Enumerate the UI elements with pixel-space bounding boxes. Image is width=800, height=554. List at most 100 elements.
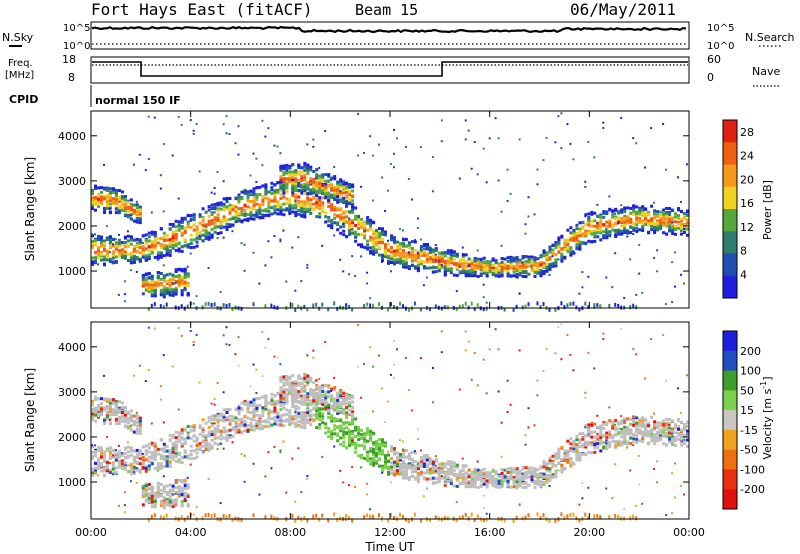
velocity-echo-cell bbox=[97, 415, 100, 419]
power-echo-cell bbox=[419, 245, 423, 249]
velocity-echo-cell bbox=[309, 388, 313, 391]
power-echo-cell bbox=[228, 211, 232, 215]
power-echo-cell bbox=[103, 262, 106, 266]
velocity-echo-cell bbox=[180, 428, 184, 432]
velocity-echo-cell bbox=[141, 489, 145, 493]
power-echo-cell bbox=[297, 179, 301, 182]
velocity-echo-cell bbox=[288, 391, 292, 394]
power-echo-cell bbox=[557, 241, 561, 245]
velocity-echo-cell bbox=[255, 425, 259, 429]
power-echo-cell bbox=[351, 207, 355, 211]
power-echo-cell bbox=[518, 265, 522, 269]
power-echo-cell bbox=[150, 240, 154, 244]
power-echo-cell bbox=[378, 235, 381, 239]
power-echo-cell bbox=[342, 225, 346, 228]
velocity-echo-cell bbox=[291, 402, 295, 406]
velocity-echo-cell bbox=[103, 408, 106, 412]
power-echo-cell bbox=[273, 208, 277, 212]
power-echo-cell bbox=[240, 197, 244, 201]
velocity-echo-cell bbox=[94, 450, 97, 453]
power-echo-cell bbox=[297, 171, 301, 175]
velocity-echo-cell bbox=[91, 418, 94, 422]
power-echo-cell bbox=[348, 201, 352, 205]
velocity-echo-cell bbox=[255, 422, 258, 425]
power-echo-cell bbox=[342, 188, 346, 192]
power-echo-cell bbox=[327, 216, 331, 219]
velocity-echo-cell bbox=[153, 491, 157, 495]
velocity-echo-cell bbox=[321, 421, 325, 425]
power-echo-cell bbox=[276, 204, 280, 208]
power-echo-cell bbox=[351, 202, 355, 206]
velocity-echo-cell bbox=[246, 428, 250, 432]
power-echo-cell bbox=[279, 240, 282, 243]
velocity-echo-cell bbox=[144, 466, 148, 470]
power-echo-cell bbox=[100, 241, 103, 245]
power-echo-cell bbox=[333, 165, 336, 168]
power-echo-cell bbox=[413, 249, 417, 252]
power-echo-cell bbox=[168, 241, 172, 245]
velocity-echo-cell bbox=[282, 397, 286, 401]
power-echo-cell bbox=[327, 173, 331, 177]
velocity-echo-cell bbox=[252, 408, 256, 412]
power-echo-cell bbox=[503, 258, 506, 261]
velocity-echo-cell bbox=[129, 449, 133, 453]
velocity-echo-cell bbox=[249, 400, 253, 404]
power-echo-cell bbox=[103, 244, 106, 248]
power-echo-cell bbox=[240, 190, 244, 194]
velocity-echo-cell bbox=[147, 446, 151, 450]
power-echo-cell bbox=[629, 206, 633, 210]
power-echo-cell bbox=[210, 222, 214, 226]
power-echo-cell bbox=[351, 221, 355, 225]
power-echo-cell bbox=[117, 238, 121, 242]
power-echo-cell bbox=[180, 233, 184, 237]
power-echo-cell bbox=[644, 216, 648, 220]
power-echo-cell bbox=[105, 254, 109, 258]
velocity-echo-cell bbox=[159, 398, 162, 401]
velocity-echo-cell bbox=[123, 504, 126, 507]
power-echo-cell bbox=[186, 274, 190, 278]
velocity-echo-cell bbox=[351, 394, 355, 398]
power-echo-cell bbox=[683, 223, 686, 227]
power-echo-cell bbox=[300, 207, 304, 211]
power-echo-cell bbox=[482, 260, 486, 264]
velocity-echo-cell bbox=[126, 421, 130, 425]
power-echo-cell bbox=[506, 200, 509, 202]
power-echo-cell bbox=[656, 270, 659, 273]
power-echo-cell bbox=[428, 260, 432, 264]
velocity-echo-cell bbox=[111, 402, 115, 405]
power-echo-cell bbox=[297, 181, 301, 185]
velocity-echo-cell bbox=[207, 446, 211, 450]
power-echo-cell bbox=[147, 307, 150, 312]
power-echo-cell bbox=[665, 303, 668, 306]
velocity-echo-cell bbox=[345, 393, 349, 397]
power-echo-cell bbox=[548, 248, 552, 252]
velocity-echo-cell bbox=[162, 485, 166, 489]
power-echo-cell bbox=[623, 214, 627, 218]
power-echo-cell bbox=[168, 245, 172, 249]
power-echo-cell bbox=[318, 189, 322, 193]
power-echo-cell bbox=[144, 241, 148, 245]
power-echo-cell bbox=[162, 210, 165, 213]
power-echo-cell bbox=[291, 178, 295, 181]
power-echo-cell bbox=[336, 207, 340, 211]
power-echo-cell bbox=[309, 209, 312, 212]
power-echo-cell bbox=[177, 197, 180, 200]
power-echo-cell bbox=[315, 203, 319, 207]
power-echo-cell bbox=[279, 203, 283, 207]
velocity-echo-cell bbox=[91, 451, 94, 455]
power-echo-cell bbox=[593, 211, 597, 215]
power-echo-cell bbox=[285, 201, 289, 205]
power-echo-cell bbox=[234, 217, 238, 221]
power-echo-cell bbox=[243, 218, 247, 222]
power-echo-cell bbox=[635, 210, 639, 214]
power-echo-cell bbox=[279, 238, 282, 241]
power-echo-cell bbox=[201, 219, 205, 223]
power-echo-cell bbox=[330, 224, 334, 228]
power-echo-cell bbox=[159, 291, 163, 295]
power-echo-cell bbox=[246, 190, 250, 194]
velocity-echo-cell bbox=[306, 411, 310, 414]
velocity-echo-cell bbox=[123, 446, 127, 450]
velocity-echo-cell bbox=[348, 441, 352, 444]
velocity-echo-cell bbox=[300, 390, 304, 393]
power-echo-cell bbox=[653, 222, 657, 226]
